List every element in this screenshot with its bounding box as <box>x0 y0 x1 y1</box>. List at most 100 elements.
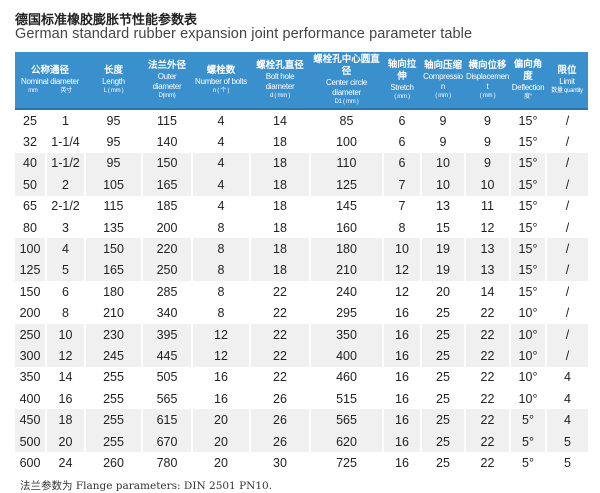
header-zh: 偏向角度 <box>513 59 543 82</box>
table-cell: 5 <box>45 259 85 282</box>
table-cell: 6 <box>382 152 421 175</box>
table-row: 80 3 135 200 8 18 160 8 15 12 15° / <box>15 216 588 239</box>
table-cell: 18 <box>249 259 310 282</box>
table-row: 25 1 95 115 4 14 85 6 9 9 15° / <box>15 109 588 132</box>
table-cell: 10 <box>420 152 465 175</box>
header-zh: 限位 <box>557 65 577 76</box>
table-cell: 22 <box>464 452 510 474</box>
header-un: ( mm ) <box>435 93 451 99</box>
table-container: 公称通径 Nominal diameter mm 英寸 长度 Length L ( mm … <box>15 52 588 493</box>
table-cell: 25 <box>420 366 465 389</box>
table-cell: 4 <box>191 109 250 132</box>
table-cell: 22 <box>249 281 310 303</box>
table-cell: 18 <box>249 216 310 239</box>
column-header: 偏向角度 Deflection 度° <box>510 52 546 110</box>
table-cell: 7 <box>382 195 421 217</box>
table-cell: 615 <box>141 409 192 431</box>
table-cell: 18 <box>249 238 310 260</box>
table-cell: 85 <box>309 109 383 132</box>
header-en: Nominal diameter <box>21 77 79 86</box>
table-cell: 4 <box>545 388 588 410</box>
header-un: D(mm) <box>158 93 176 99</box>
table-row: 125 5 165 250 8 18 210 12 19 13 15° / <box>15 259 588 282</box>
table-cell: 15° <box>509 109 546 132</box>
table-cell: 1-1/4 <box>45 131 85 153</box>
column-header: 限位 Limit 数量 quantity <box>546 52 588 110</box>
table-cell: 125 <box>309 174 383 196</box>
table-cell: 340 <box>141 302 192 324</box>
table-cell: 395 <box>141 323 192 346</box>
table-cell: 15° <box>509 195 546 217</box>
table-cell: 10° <box>509 366 546 389</box>
table-cell: 15° <box>509 216 546 239</box>
table-cell: 13 <box>464 238 510 260</box>
table-cell: 725 <box>309 452 383 474</box>
table-cell: 505 <box>141 366 192 389</box>
header-un: ( mm ) <box>394 94 410 100</box>
table-cell: 16 <box>191 388 250 410</box>
table-cell: 22 <box>464 430 510 453</box>
column-header: 横向位移 Displacement ( mm ) <box>465 52 510 110</box>
table-cell: 15° <box>509 238 546 260</box>
table-header: 公称通径 Nominal diameter mm 英寸 长度 Length L ( mm … <box>15 52 588 110</box>
table-cell: 32 <box>23 135 37 150</box>
table-cell: 445 <box>141 345 192 367</box>
table-cell: / <box>545 281 588 303</box>
table-cell: 20 <box>191 452 250 474</box>
table-cell: 6 <box>45 281 85 303</box>
table-cell: 5° <box>509 409 546 431</box>
table-cell: / <box>545 195 588 217</box>
table-cell: 10 <box>464 174 510 196</box>
table-cell: 15° <box>509 259 546 282</box>
table-cell: 160 <box>309 216 383 239</box>
table-cell: 2 <box>45 174 85 196</box>
table-cell: 250 <box>141 259 192 282</box>
header-un: d ( mm ) <box>270 93 290 99</box>
header-en: Length <box>102 77 125 86</box>
column-header: 轴向压缩 Compression ( mm ) <box>421 52 465 110</box>
table-cell: 9 <box>464 152 510 175</box>
table-cell: 165 <box>84 259 142 282</box>
table-cell: 16 <box>191 366 250 389</box>
table-cell: 4 <box>191 174 250 196</box>
table-cell: 25 <box>23 113 37 128</box>
table-row: 40 1-1/2 95 150 4 18 110 6 10 9 15° / <box>15 152 588 175</box>
table-cell: 255 <box>84 388 142 410</box>
table-cell: 18 <box>249 131 310 153</box>
footnote: 法兰参数为 Flange parameters: DIN 2501 PN10. <box>20 479 273 492</box>
table-cell: 12 <box>382 259 421 282</box>
table-row: 65 2-1/2 115 185 4 18 145 7 13 11 15° / <box>15 195 588 217</box>
table-cell: / <box>545 302 588 324</box>
table-cell: 145 <box>309 195 383 217</box>
header-en: Compression <box>423 72 463 91</box>
table-cell: 255 <box>84 430 142 453</box>
table-cell: 8 <box>191 216 250 239</box>
table-cell: 20 <box>45 430 85 453</box>
table-cell: 25 <box>420 430 465 453</box>
header-en: Number of bolts <box>195 77 247 86</box>
table-cell: 2-1/2 <box>45 195 85 217</box>
table-cell: 6 <box>382 109 421 132</box>
table-cell: 15° <box>509 131 546 153</box>
table-cell: 12 <box>382 281 421 303</box>
table-cell: 200 <box>19 306 41 321</box>
table-cell: 220 <box>141 238 192 260</box>
table-cell: 14 <box>249 109 310 132</box>
table-cell: 500 <box>15 430 46 453</box>
table-cell: 180 <box>84 281 142 303</box>
table-cell: 40 <box>15 152 46 175</box>
table-cell: 210 <box>309 259 383 282</box>
table-cell: 13 <box>420 195 465 217</box>
table-cell: 25 <box>420 302 465 324</box>
table-row: 600 24 260 780 20 30 725 16 25 22 5° 5 <box>15 452 588 474</box>
table-cell: 4 <box>191 152 250 175</box>
column-header: 轴向拉伸 Stretch ( mm ) <box>383 52 421 110</box>
header-un: 度° <box>524 94 532 100</box>
table-cell: 14 <box>464 281 510 303</box>
table-cell: 400 <box>309 345 383 367</box>
header-en: Bolt hole diameter <box>265 72 295 91</box>
table-cell: 12 <box>191 323 250 346</box>
table-cell: 450 <box>15 409 46 431</box>
table-cell: 16 <box>382 302 421 324</box>
table-cell: 260 <box>84 452 142 474</box>
